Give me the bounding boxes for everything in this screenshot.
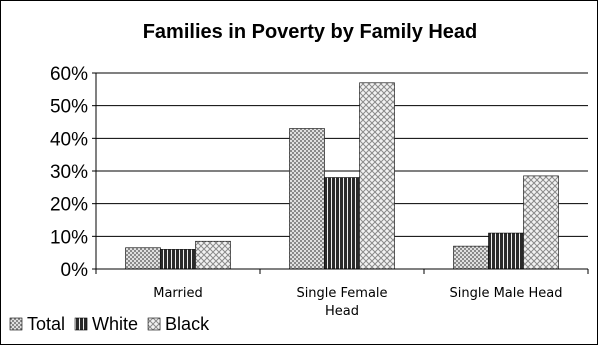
bar-white-single-female-head — [324, 177, 360, 270]
legend-label-total: Total — [27, 314, 65, 334]
bar-black-single-male-head — [523, 175, 559, 270]
legend-swatch-white — [74, 317, 88, 331]
bars — [125, 82, 559, 270]
legend-swatch-total — [9, 317, 23, 331]
legend-label-white: White — [92, 314, 138, 334]
axes — [92, 72, 589, 274]
y-tick-label: 40% — [50, 129, 88, 150]
bar-white-married — [160, 249, 196, 270]
bar-black-married — [195, 240, 231, 270]
y-tick-label: 60% — [50, 64, 88, 85]
chart-title: Families in Poverty by Family Head — [143, 21, 478, 43]
legend-swatch-black — [147, 317, 161, 331]
y-tick-label: 0% — [61, 260, 89, 281]
x-tick-label: Single Female Head — [296, 286, 387, 319]
legend: Total White Black — [9, 314, 210, 334]
y-tick-label: 20% — [50, 195, 88, 216]
y-tick-label: 10% — [50, 227, 88, 248]
x-tick-label: Single Male Head — [449, 286, 562, 301]
x-tick-label: Married — [153, 286, 203, 301]
bar-total-single-male-head — [453, 245, 489, 270]
bar-total-married — [125, 247, 161, 270]
x-axis-ticks: Married Single Female Head Single Male Head — [153, 286, 562, 319]
legend-label-black: Black — [165, 314, 210, 334]
bar-white-single-male-head — [488, 232, 524, 270]
y-tick-label: 30% — [50, 162, 88, 183]
y-tick-label: 50% — [50, 97, 88, 118]
bar-total-single-female-head — [289, 128, 325, 270]
bar-black-single-female-head — [359, 82, 395, 270]
y-axis-ticks: 0% 10% 20% 30% 40% 50% 60% — [50, 64, 88, 281]
